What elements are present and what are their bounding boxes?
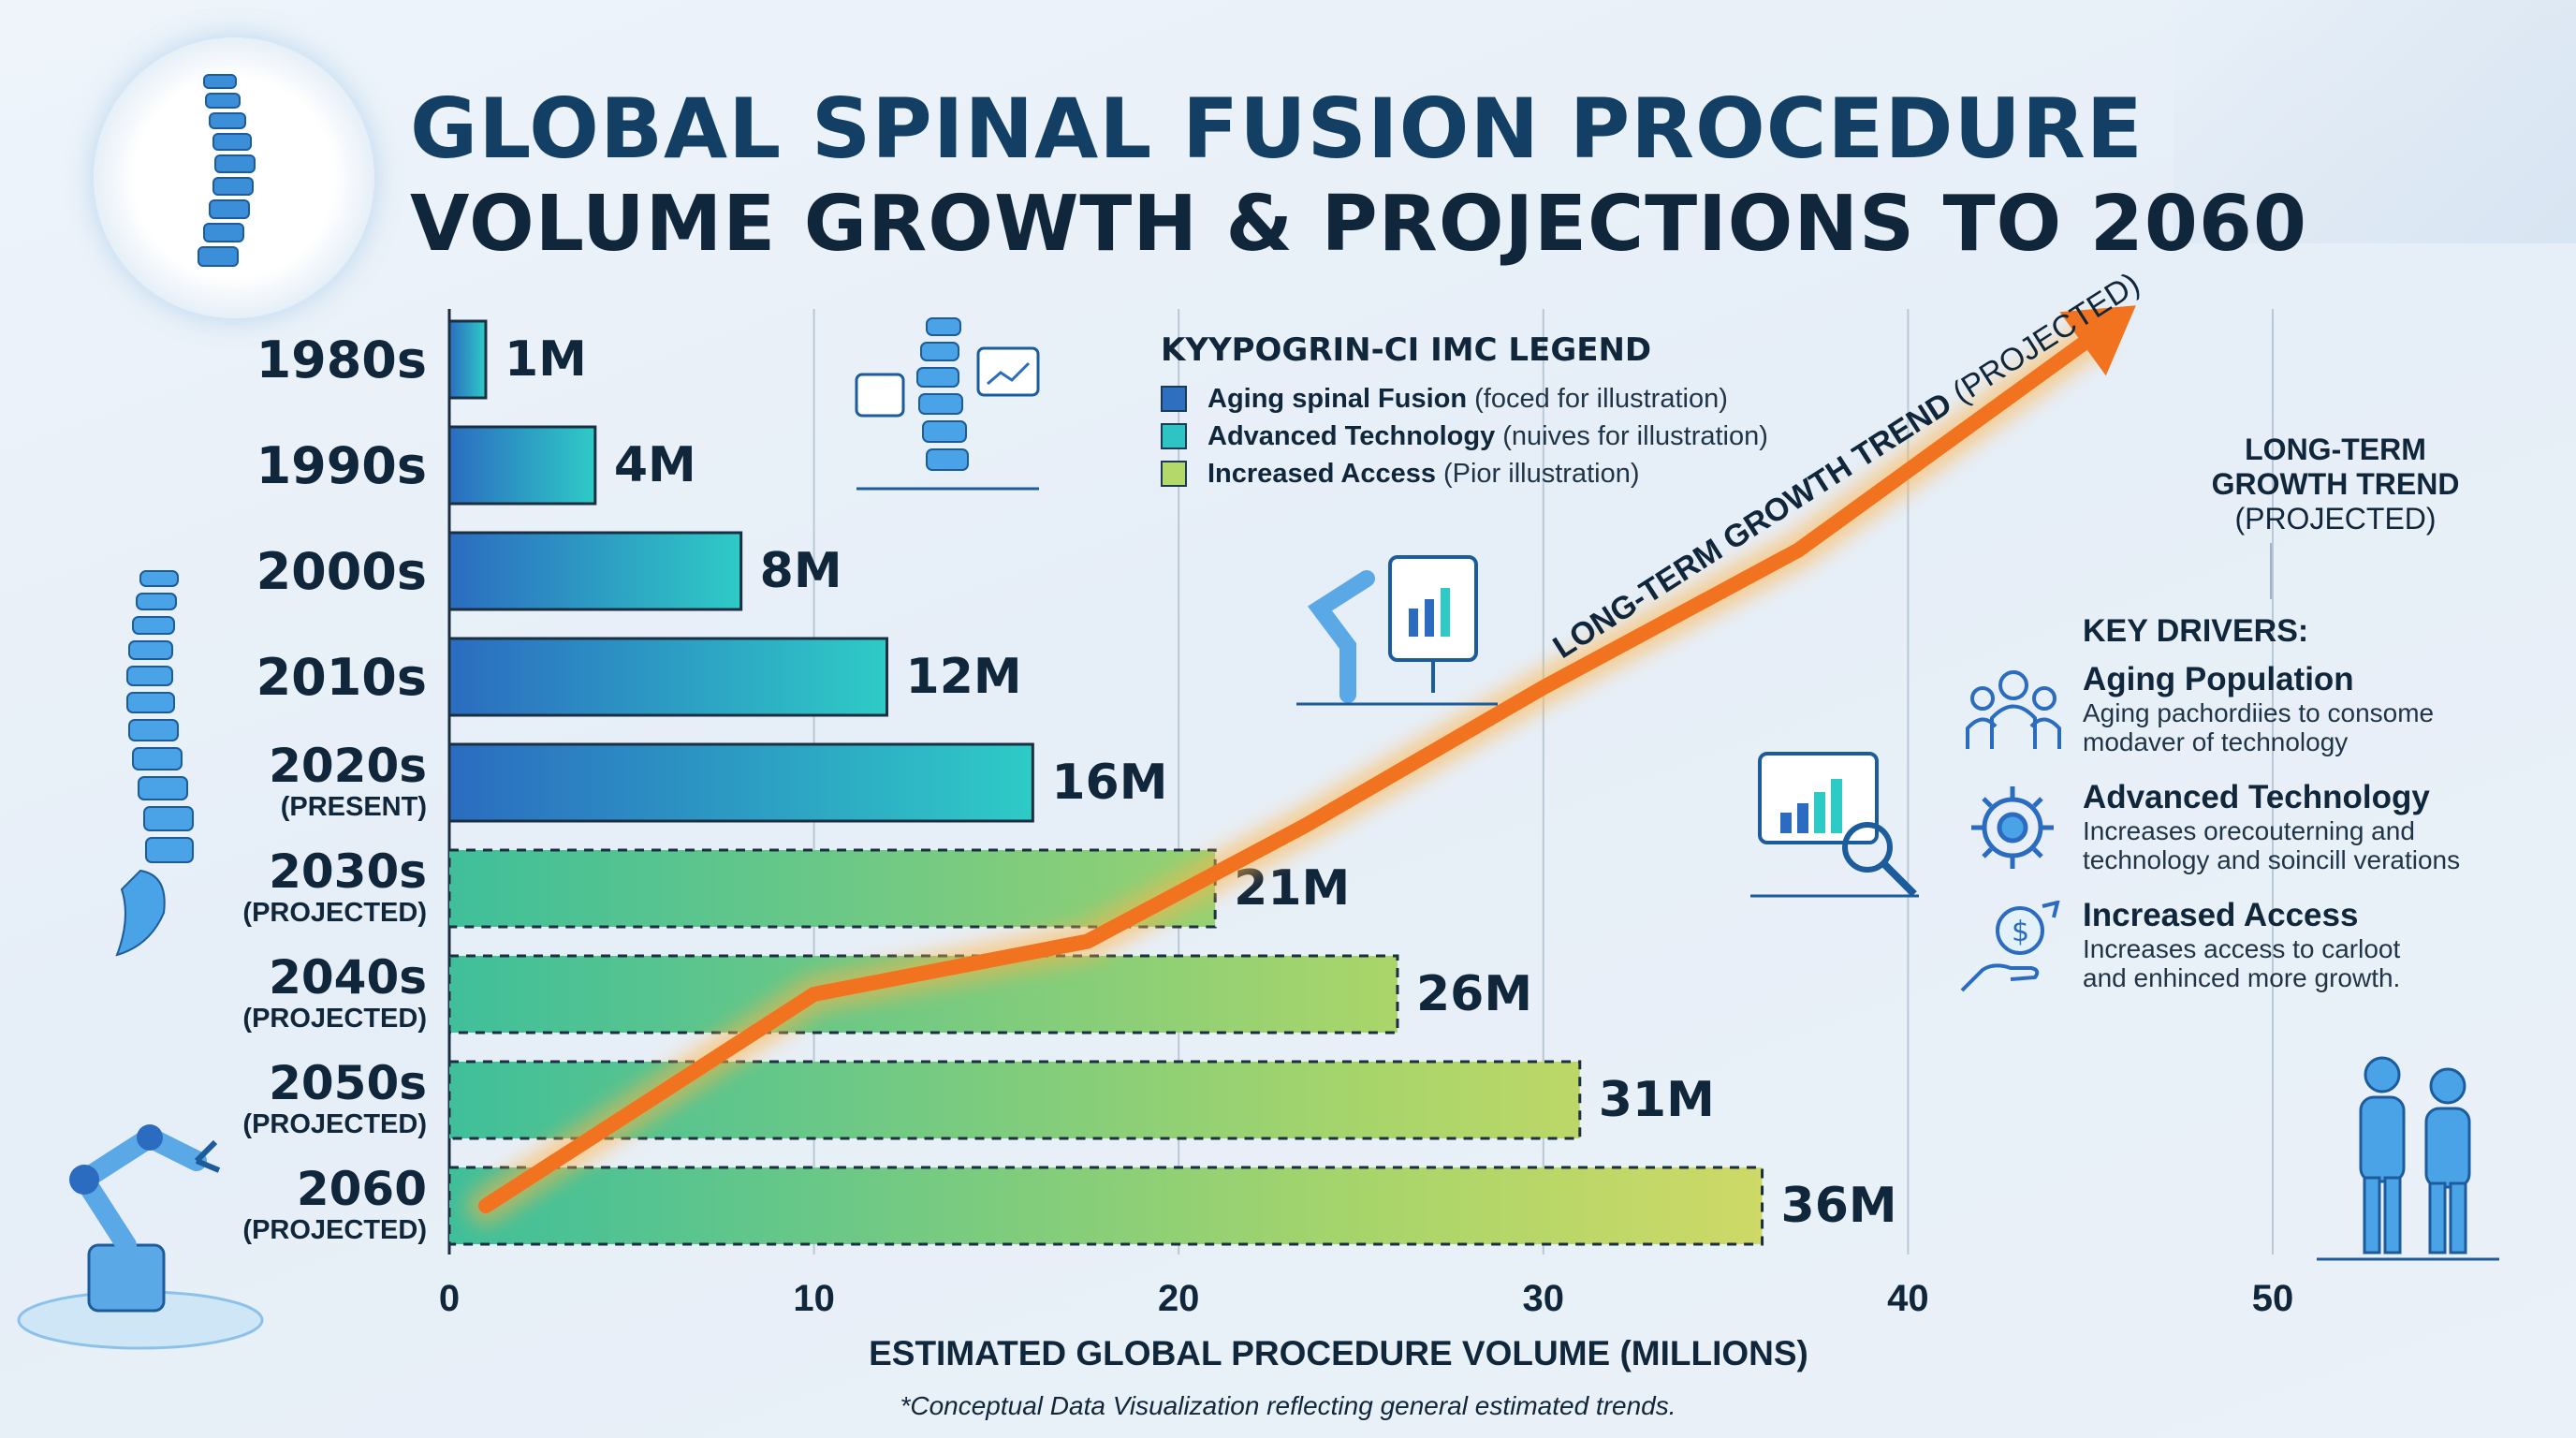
category-label: 2000s bbox=[256, 542, 427, 601]
driver-desc-line-1: Increases orecouterning and bbox=[2083, 816, 2415, 845]
bar-value-label: 36M bbox=[1781, 1178, 1897, 1234]
spine-logo-icon bbox=[198, 74, 256, 267]
driver-desc-line-1: Aging pachordiies to consome bbox=[2083, 698, 2435, 727]
category-sublabel: (PRESENT) bbox=[281, 792, 427, 822]
bar-value-label: 26M bbox=[1416, 966, 1532, 1022]
legend-item-aging: Aging spinal Fusion (foced for illustrat… bbox=[1161, 380, 1768, 418]
bar-2020s bbox=[447, 742, 1034, 823]
bar-value-label: 16M bbox=[1051, 755, 1167, 811]
driver-name: Advanced Technology bbox=[2083, 779, 2430, 815]
category-sublabel: (PROJECTED) bbox=[242, 898, 427, 928]
legend-item-name: Aging spinal Fusion bbox=[1208, 383, 1468, 414]
bar-value-label: 8M bbox=[760, 543, 842, 599]
driver-desc-line-2: technology and soincill verations bbox=[2083, 845, 2461, 874]
trend-line bbox=[478, 330, 2099, 1213]
legend-swatch bbox=[1161, 423, 1187, 449]
legend-swatch bbox=[1161, 461, 1187, 487]
legend-title: KYYPOGRIN-CI IMC LEGEND bbox=[1161, 331, 1652, 369]
gear-icon bbox=[1971, 786, 2054, 869]
bar-2000s bbox=[447, 531, 743, 611]
driver-desc-line-2: modaver of technology bbox=[2083, 727, 2349, 756]
legend-item-access: Increased Access (Pior illustration) bbox=[1161, 455, 1768, 492]
category-sublabel: (PROJECTED) bbox=[242, 1109, 427, 1139]
driver-increased-access: Increased Access Increases access to car… bbox=[2083, 897, 2569, 992]
category-label: 2030s bbox=[269, 844, 427, 899]
chart-legend: KYYPOGRIN-CI IMC LEGEND Aging spinal Fus… bbox=[1161, 331, 1768, 492]
driver-advanced-technology: Advanced Technology Increases orecoutern… bbox=[2083, 779, 2569, 874]
category-sublabel: (PROJECTED) bbox=[242, 1004, 427, 1034]
spine-analytics-icon bbox=[855, 317, 1040, 491]
category-label: 2040s bbox=[269, 950, 427, 1005]
trend-side-line-2: GROWTH TREND bbox=[2211, 467, 2460, 501]
bar-value-label: 4M bbox=[614, 437, 696, 493]
category-label: 1990s bbox=[256, 436, 427, 495]
people-icon bbox=[1966, 670, 2061, 749]
bar-2060 bbox=[447, 1166, 1764, 1246]
hand-dollar-icon: $ bbox=[1960, 901, 2060, 992]
bar-2030s bbox=[447, 848, 1217, 929]
driver-desc-line-2: and enhinced more growth. bbox=[2083, 963, 2401, 992]
title-line-1: GLOBAL SPINAL FUSION PROCEDURE bbox=[410, 81, 2144, 177]
legend-item-note: (foced for illustration) bbox=[1474, 383, 1728, 414]
legend-item-technology: Advanced Technology (nuives for illustra… bbox=[1161, 418, 1768, 455]
legend-item-note: (Pior illustration) bbox=[1442, 458, 1640, 489]
driver-desc-line-1: Increases access to carloot bbox=[2083, 934, 2401, 963]
x-tick-label: 10 bbox=[793, 1278, 835, 1319]
legend-item-note: (nuives for illustration) bbox=[1502, 420, 1768, 451]
x-tick-label: 50 bbox=[2252, 1278, 2294, 1319]
category-label: 2060 bbox=[297, 1162, 427, 1216]
category-label: 1980s bbox=[256, 330, 427, 389]
legend-item-name: Increased Access bbox=[1208, 458, 1436, 489]
legend-item-name: Advanced Technology bbox=[1208, 420, 1496, 451]
bar-value-label: 12M bbox=[906, 649, 1022, 705]
robot-arm-icon bbox=[17, 1124, 264, 1350]
robot-monitor-icon bbox=[1296, 555, 1498, 706]
category-sublabel: (PROJECTED) bbox=[242, 1215, 427, 1245]
footnote: *Conceptual Data Visualization reflectin… bbox=[900, 1391, 1676, 1420]
driver-name: Aging Population bbox=[2083, 661, 2354, 697]
spine-illustration-icon bbox=[115, 570, 194, 957]
bar-1990s bbox=[447, 425, 597, 506]
driver-aging-population: Aging Population Aging pachordiies to co… bbox=[2083, 661, 2569, 756]
category-label: 2050s bbox=[269, 1056, 427, 1110]
bar-value-label: 1M bbox=[505, 331, 587, 388]
bar-2010s bbox=[447, 637, 889, 717]
key-drivers-panel: KEY DRIVERS: Aging Population Aging pach… bbox=[2083, 613, 2569, 1015]
decorative-panel bbox=[2174, 0, 2576, 243]
trend-side-connector bbox=[2270, 543, 2272, 599]
title-line-2: VOLUME GROWTH & PROJECTIONS TO 2060 bbox=[410, 180, 2308, 269]
trend-side-label: LONG-TERM GROWTH TREND (PROJECTED) bbox=[2144, 433, 2527, 536]
bar-1980s bbox=[447, 319, 488, 400]
driver-name: Increased Access bbox=[2083, 897, 2359, 933]
x-tick-label: 20 bbox=[1158, 1278, 1200, 1319]
legend-swatch bbox=[1161, 386, 1187, 412]
bar-value-label: 31M bbox=[1599, 1072, 1715, 1128]
trend-side-line-3: (PROJECTED) bbox=[2234, 502, 2437, 536]
spine-logo-badge bbox=[94, 37, 374, 318]
x-axis-label: ESTIMATED GLOBAL PROCEDURE VOLUME (MILLI… bbox=[869, 1334, 1808, 1372]
presenters-icon bbox=[2359, 1056, 2471, 1255]
x-tick-label: 0 bbox=[439, 1278, 460, 1319]
x-tick-label: 30 bbox=[1523, 1278, 1565, 1319]
key-drivers-title: KEY DRIVERS: bbox=[2083, 613, 2309, 649]
category-label: 2010s bbox=[256, 648, 427, 707]
analytics-monitor-icon bbox=[1750, 752, 1919, 898]
trend-arrow-head bbox=[2059, 305, 2136, 376]
svg-text:$: $ bbox=[2012, 916, 2029, 948]
category-label: 2020s bbox=[269, 739, 427, 793]
trend-side-line-1: LONG-TERM bbox=[2245, 433, 2426, 466]
x-tick-label: 40 bbox=[1887, 1278, 1929, 1319]
